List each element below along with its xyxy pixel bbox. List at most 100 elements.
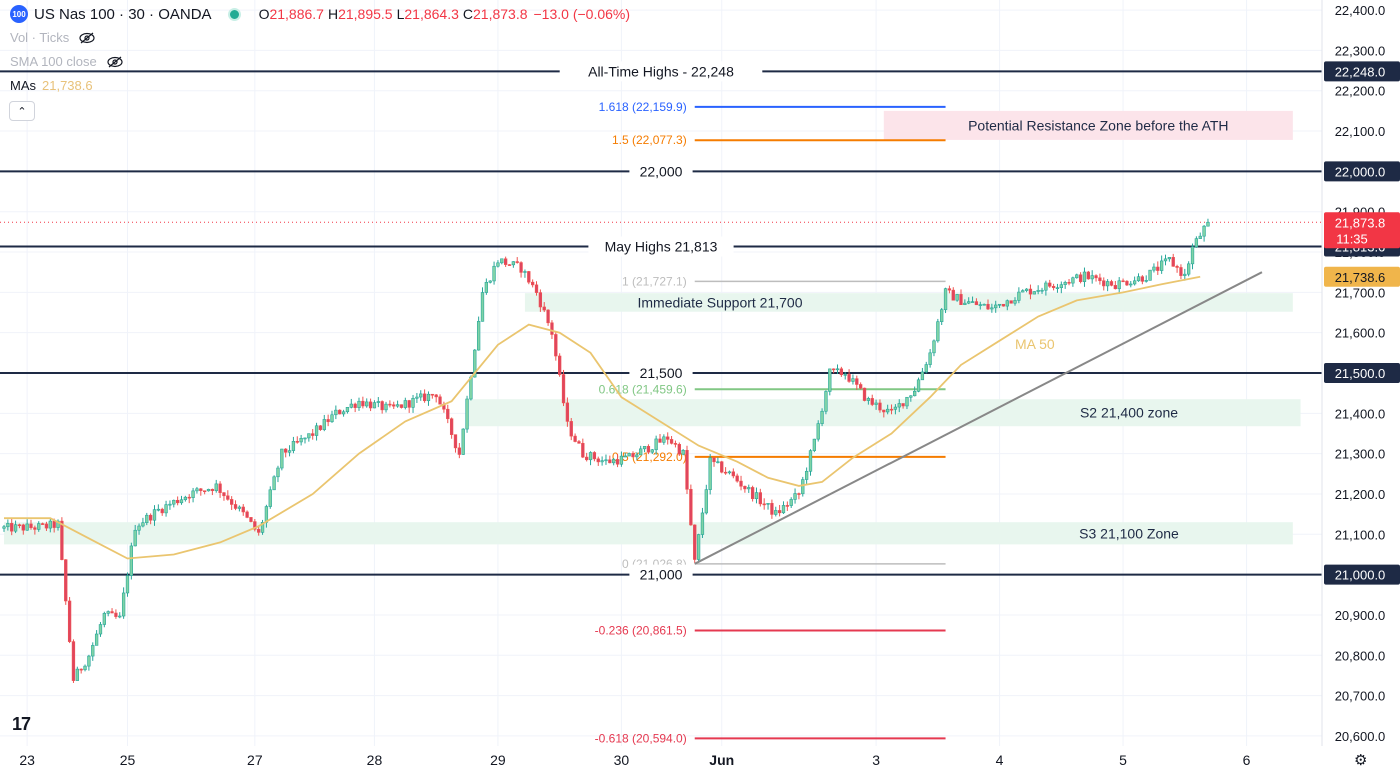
candle-body [801, 479, 805, 495]
candle-body [210, 488, 215, 492]
collapse-indicators-button[interactable]: ⌃ [9, 101, 35, 121]
price-tick-label: 21,100.0 [1335, 527, 1386, 542]
zone-label: S2 21,400 zone [1080, 405, 1178, 421]
candle-body [1067, 282, 1071, 284]
candle-body [909, 395, 913, 398]
candle-body [1179, 267, 1183, 276]
candle-body [349, 403, 353, 408]
candle-body [148, 514, 153, 521]
candle-body [1183, 273, 1187, 276]
candle-body [338, 409, 342, 415]
high-value: 21,895.5 [338, 6, 393, 22]
indicator-mas[interactable]: MAs 21,738.6 [10, 78, 93, 93]
candle-body [704, 489, 708, 514]
time-tick-label: 23 [19, 752, 35, 768]
candle-body [199, 488, 203, 492]
candle-body [585, 456, 589, 461]
candle-body [152, 509, 157, 521]
candle-body [10, 523, 14, 532]
support-zone [4, 522, 1293, 545]
price-axis[interactable]: 22,400.0 22,300.0 22,200.0 22,100.0 22,000.0… [1321, 0, 1400, 746]
level-axis-tag-bg [1324, 61, 1400, 82]
candle-body [1125, 280, 1129, 286]
candle-body [357, 400, 361, 408]
candle-body [708, 457, 712, 490]
level-label: All-Time Highs - 22,248 [588, 63, 734, 79]
candle-body [284, 448, 288, 453]
candle-body [295, 441, 299, 443]
candle-body [793, 493, 797, 500]
candle-body [380, 401, 384, 411]
candle-body [121, 592, 126, 617]
candle-body [538, 292, 543, 308]
price-tick-label: 22,100.0 [1335, 124, 1386, 139]
indicator-sma[interactable]: SMA 100 close [10, 54, 123, 69]
symbol-title[interactable]: US Nas 100 · 30 · OANDA [34, 5, 212, 23]
support-zone [524, 293, 1293, 312]
candle-body [322, 419, 326, 430]
tradingview-logo[interactable]: 17 [12, 714, 31, 734]
candle-body [839, 368, 844, 376]
time-axis[interactable]: 23 25 27 28 29 30 Jun 3 4 5 6 [19, 752, 1250, 768]
candle-body [558, 355, 562, 375]
gear-icon[interactable]: ⚙ [1354, 752, 1368, 769]
candle-body [195, 488, 199, 492]
candle-body [469, 376, 473, 400]
candle-body [777, 510, 782, 514]
symbol-header: 100 US Nas 100 · 30 · OANDA O 21,886.7 H… [10, 5, 630, 23]
candle-body [658, 438, 662, 443]
candle-body [341, 411, 346, 415]
candle-body [218, 483, 222, 493]
candle-body [855, 378, 859, 385]
candle-body [669, 439, 674, 444]
candle-body [145, 514, 149, 523]
level-label: May Highs 21,813 [605, 239, 718, 255]
fib-level-label: 0.618 (21,459.6) [599, 382, 687, 396]
time-tick-label: 3 [872, 752, 880, 768]
zone-label: Immediate Support 21,700 [638, 294, 803, 310]
candle-body [257, 529, 261, 533]
candle-body [604, 459, 608, 462]
candle-body [1117, 280, 1121, 290]
candle-body [743, 485, 747, 490]
candle-body [943, 288, 948, 310]
candle-body [627, 453, 631, 457]
candle-body [808, 450, 813, 472]
candle-body [264, 506, 269, 523]
candle-body [642, 446, 647, 450]
candle-body [886, 408, 890, 413]
indicator-mas-value: 21,738.6 [42, 78, 93, 93]
candle-body [434, 394, 438, 398]
candle-body [318, 425, 323, 430]
indicator-vol[interactable]: Vol · Ticks [10, 30, 95, 45]
candle-body [758, 492, 762, 505]
candle-body [1028, 288, 1033, 295]
hidden-eye-icon[interactable] [79, 32, 95, 44]
candle-body [920, 371, 925, 381]
nasdaq-logo-icon: 100 [10, 5, 28, 23]
candle-body [1167, 257, 1172, 260]
candle-body [515, 261, 519, 263]
candle-body [496, 262, 500, 267]
candle-body [253, 521, 257, 530]
candle-body [473, 349, 477, 378]
hidden-eye-icon[interactable] [107, 56, 123, 68]
candle-body [1021, 290, 1025, 293]
candle-body [631, 453, 635, 458]
candle-body [241, 506, 245, 513]
candle-body [739, 480, 743, 487]
candle-body [716, 461, 720, 464]
candle-body [60, 520, 64, 560]
bar-countdown: 11:35 [1336, 231, 1368, 246]
candle-body [87, 655, 91, 667]
candle-body [422, 393, 427, 402]
candle-body [1005, 300, 1009, 307]
candle-body [673, 443, 678, 445]
candle-body [392, 404, 396, 407]
candle-body [480, 292, 485, 322]
candle-body [191, 490, 195, 498]
candle-body [1059, 284, 1063, 288]
high-label: H [327, 6, 339, 22]
candle-body [245, 511, 249, 518]
